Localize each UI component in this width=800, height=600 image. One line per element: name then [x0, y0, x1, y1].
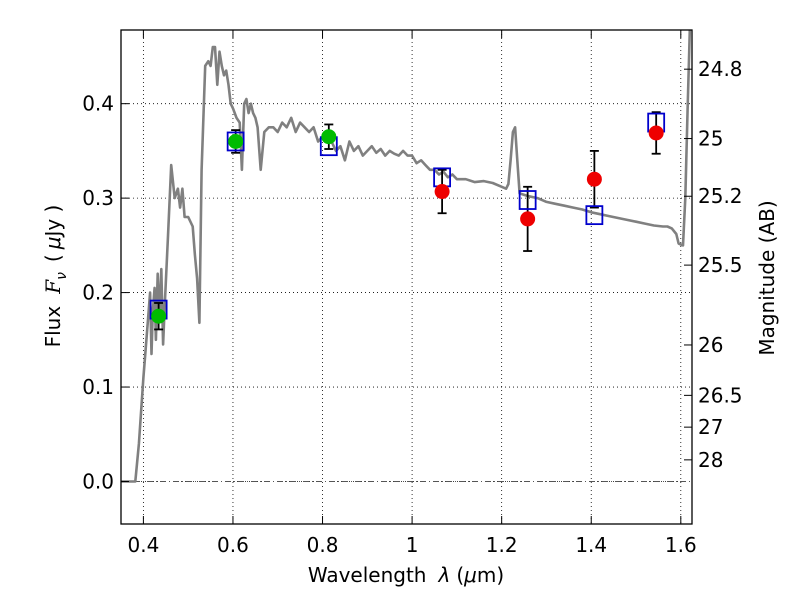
sed-template-line: [121, 29, 692, 483]
observed-point-0: [151, 308, 167, 324]
mag-tick-label-0: 24.8: [698, 57, 743, 81]
model-box-4: [518, 190, 537, 210]
mag-tick-label-5: 26.5: [698, 383, 743, 407]
y-tick-label-2: 0.2: [82, 281, 114, 305]
observed-point-3: [434, 184, 450, 200]
axis-ticks: 0.4 0.6 0.8 1 1.2 1.4 1.6 0.0 0.1 0.2 0.3 0.4 24.8 25…: [82, 30, 743, 557]
x-tick-label-6: 1.6: [665, 533, 697, 557]
y-tick-label-0: 0.0: [82, 469, 114, 493]
x-tick-label-0: 0.4: [127, 533, 159, 557]
x-axis-label: Wavelength λ (μm): [308, 563, 504, 587]
magnitude-axis-label: Magnitude (AB): [755, 200, 779, 355]
mag-tick-label-6: 27: [698, 415, 723, 439]
model-box-5: [585, 205, 604, 226]
mag-tick-label-7: 28: [698, 448, 723, 472]
observed-point-6: [648, 125, 664, 141]
x-tick-label-2: 0.8: [307, 533, 339, 557]
y-axis-label: FluxFν(μJy ): [41, 205, 70, 348]
x-tick-label-4: 1.2: [486, 533, 518, 557]
x-tick-label-3: 1: [406, 533, 419, 557]
observed-point-2: [321, 129, 337, 145]
plot-frame: [120, 29, 693, 525]
mag-tick-label-1: 25: [698, 127, 723, 151]
y-tick-label-1: 0.1: [82, 375, 114, 399]
observed-point-1: [228, 133, 244, 149]
observed-point-4: [520, 211, 536, 227]
mag-tick-label-3: 25.5: [698, 253, 743, 277]
mag-tick-label-4: 26: [698, 333, 723, 357]
y-tick-label-4: 0.4: [82, 92, 114, 116]
model-box-1: [226, 131, 245, 152]
mag-tick-label-2: 25.2: [698, 184, 743, 208]
grid: [121, 30, 692, 524]
x-tick-label-5: 1.4: [575, 533, 607, 557]
observed-point-5: [586, 171, 602, 187]
x-tick-label-1: 0.6: [217, 533, 249, 557]
model-photometry-boxes: [149, 112, 666, 320]
observed-points: [151, 125, 664, 324]
y-tick-label-3: 0.3: [82, 186, 114, 210]
